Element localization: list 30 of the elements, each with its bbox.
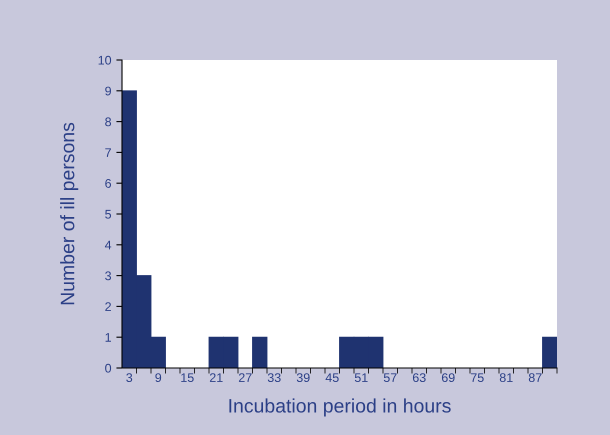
x-tick-label: 75 — [470, 373, 484, 382]
y-tick-label: 2 — [105, 302, 111, 311]
x-tick-label: 9 — [155, 373, 162, 382]
x-tick-label: 3 — [126, 373, 132, 382]
bar — [542, 336, 557, 368]
y-tick-label: 3 — [105, 271, 112, 280]
y-tick-label: 8 — [105, 117, 112, 126]
x-tick-label: 51 — [354, 373, 368, 382]
y-axis-title: Number of ill persons — [60, 122, 78, 304]
x-tick-label: 69 — [442, 373, 455, 382]
y-tick-label: 7 — [105, 148, 111, 157]
x-tick-label: 63 — [412, 373, 426, 382]
x-tick-label: 21 — [210, 373, 223, 382]
x-tick-label: 33 — [268, 373, 281, 382]
y-tick-label: 10 — [98, 56, 112, 65]
y-tick-label: 1 — [106, 333, 111, 342]
x-tick-label: 27 — [238, 373, 252, 382]
y-tick-label: 4 — [104, 240, 112, 250]
x-tick-label: 81 — [500, 373, 513, 382]
x-tick-label: 45 — [326, 373, 339, 382]
y-tick-label: 6 — [105, 179, 112, 188]
x-tick-label: 39 — [296, 373, 310, 382]
x-tick-label: 87 — [528, 373, 542, 382]
x-tick-label: 57 — [384, 373, 397, 382]
x-axis-title: Incubation period in hours — [229, 398, 451, 417]
bar — [252, 336, 268, 368]
y-tick-label: 0 — [105, 364, 112, 373]
y-tick-label: 9 — [105, 86, 111, 96]
x-tick-label: 15 — [181, 373, 194, 382]
y-tick-label: 5 — [105, 210, 112, 219]
